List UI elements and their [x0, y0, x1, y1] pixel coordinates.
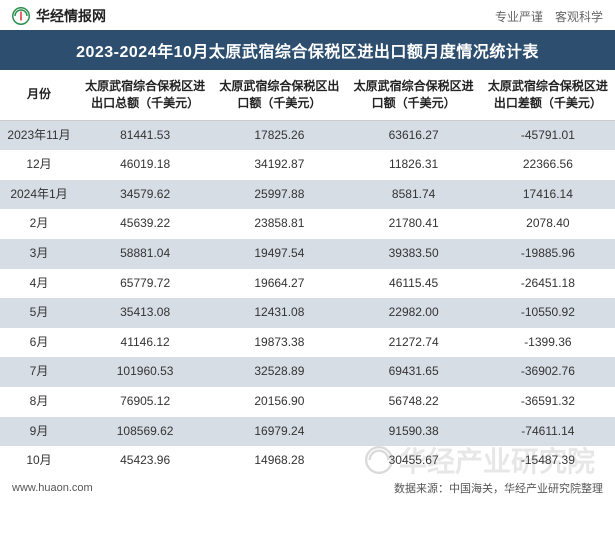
- table-cell: 22366.56: [481, 150, 615, 180]
- table-cell: 19873.38: [212, 328, 346, 358]
- table-cell: -36902.76: [481, 357, 615, 387]
- col-diff: 太原武宿综合保税区进出口差额（千美元）: [481, 70, 615, 120]
- table-cell: 7月: [0, 357, 78, 387]
- table-cell: 58881.04: [78, 239, 212, 269]
- table-cell: 81441.53: [78, 120, 212, 150]
- table-cell: 23858.81: [212, 209, 346, 239]
- table-cell: 35413.08: [78, 298, 212, 328]
- table-cell: -74611.14: [481, 417, 615, 447]
- table-cell: 16979.24: [212, 417, 346, 447]
- table-cell: 45423.96: [78, 446, 212, 476]
- table-cell: -1399.36: [481, 328, 615, 358]
- table-cell: -15487.39: [481, 446, 615, 476]
- table-cell: 8月: [0, 387, 78, 417]
- table-cell: 45639.22: [78, 209, 212, 239]
- table-cell: 4月: [0, 269, 78, 299]
- table-cell: 63616.27: [347, 120, 481, 150]
- table-cell: 41146.12: [78, 328, 212, 358]
- table-cell: 14968.28: [212, 446, 346, 476]
- table-row: 10月45423.9614968.2830455.67-15487.39: [0, 446, 615, 476]
- logo-icon: [12, 7, 30, 25]
- logo-wrap: 华经情报网: [12, 6, 106, 26]
- table-cell: 9月: [0, 417, 78, 447]
- table-title: 2023-2024年10月太原武宿综合保税区进出口额月度情况统计表: [0, 30, 615, 70]
- table-cell: 17825.26: [212, 120, 346, 150]
- table-cell: 76905.12: [78, 387, 212, 417]
- table-cell: 22982.00: [347, 298, 481, 328]
- table-cell: -26451.18: [481, 269, 615, 299]
- table-cell: 2078.40: [481, 209, 615, 239]
- col-month: 月份: [0, 70, 78, 120]
- table-row: 2024年1月34579.6225997.888581.7417416.14: [0, 180, 615, 210]
- page-footer: www.huaon.com 数据来源：中国海关，华经产业研究院整理: [0, 476, 615, 502]
- table-cell: 2024年1月: [0, 180, 78, 210]
- table-cell: 108569.62: [78, 417, 212, 447]
- table-row: 9月108569.6216979.2491590.38-74611.14: [0, 417, 615, 447]
- data-table: 月份 太原武宿综合保税区进出口总额（千美元） 太原武宿综合保税区出口额（千美元）…: [0, 70, 615, 476]
- table-cell: -10550.92: [481, 298, 615, 328]
- table-cell: 34579.62: [78, 180, 212, 210]
- table-cell: 6月: [0, 328, 78, 358]
- table-row: 2月45639.2223858.8121780.412078.40: [0, 209, 615, 239]
- table-row: 8月76905.1220156.9056748.22-36591.32: [0, 387, 615, 417]
- table-cell: 8581.74: [347, 180, 481, 210]
- table-row: 6月41146.1219873.3821272.74-1399.36: [0, 328, 615, 358]
- table-row: 3月58881.0419497.5439383.50-19885.96: [0, 239, 615, 269]
- table-cell: 25997.88: [212, 180, 346, 210]
- table-cell: 65779.72: [78, 269, 212, 299]
- table-cell: 12431.08: [212, 298, 346, 328]
- table-cell: 19664.27: [212, 269, 346, 299]
- table-cell: 34192.87: [212, 150, 346, 180]
- col-export: 太原武宿综合保税区出口额（千美元）: [212, 70, 346, 120]
- table-cell: 21780.41: [347, 209, 481, 239]
- table-cell: 91590.38: [347, 417, 481, 447]
- table-header-row: 月份 太原武宿综合保税区进出口总额（千美元） 太原武宿综合保税区出口额（千美元）…: [0, 70, 615, 120]
- table-row: 2023年11月81441.5317825.2663616.27-45791.0…: [0, 120, 615, 150]
- col-total: 太原武宿综合保税区进出口总额（千美元）: [78, 70, 212, 120]
- header-tagline: 专业严谨 客观科学: [495, 8, 603, 25]
- table-cell: 2023年11月: [0, 120, 78, 150]
- table-cell: -45791.01: [481, 120, 615, 150]
- table-cell: 30455.67: [347, 446, 481, 476]
- footer-site: www.huaon.com: [12, 482, 93, 494]
- table-cell: 56748.22: [347, 387, 481, 417]
- table-row: 12月46019.1834192.8711826.3122366.56: [0, 150, 615, 180]
- table-cell: 12月: [0, 150, 78, 180]
- logo-text: 华经情报网: [36, 6, 106, 26]
- table-cell: 10月: [0, 446, 78, 476]
- table-row: 7月101960.5332528.8969431.65-36902.76: [0, 357, 615, 387]
- table-row: 5月35413.0812431.0822982.00-10550.92: [0, 298, 615, 328]
- table-cell: 19497.54: [212, 239, 346, 269]
- table-cell: 11826.31: [347, 150, 481, 180]
- page-header: 华经情报网 专业严谨 客观科学: [0, 0, 615, 30]
- table-cell: 32528.89: [212, 357, 346, 387]
- table-cell: 46115.45: [347, 269, 481, 299]
- table-cell: 3月: [0, 239, 78, 269]
- table-cell: 21272.74: [347, 328, 481, 358]
- table-cell: 20156.90: [212, 387, 346, 417]
- table-cell: 101960.53: [78, 357, 212, 387]
- table-cell: 46019.18: [78, 150, 212, 180]
- table-cell: 17416.14: [481, 180, 615, 210]
- table-cell: 5月: [0, 298, 78, 328]
- table-cell: 69431.65: [347, 357, 481, 387]
- table-row: 4月65779.7219664.2746115.45-26451.18: [0, 269, 615, 299]
- footer-source: 数据来源：中国海关，华经产业研究院整理: [394, 480, 603, 496]
- col-import: 太原武宿综合保税区进口额（千美元）: [347, 70, 481, 120]
- table-cell: -36591.32: [481, 387, 615, 417]
- table-cell: 39383.50: [347, 239, 481, 269]
- table-cell: 2月: [0, 209, 78, 239]
- table-cell: -19885.96: [481, 239, 615, 269]
